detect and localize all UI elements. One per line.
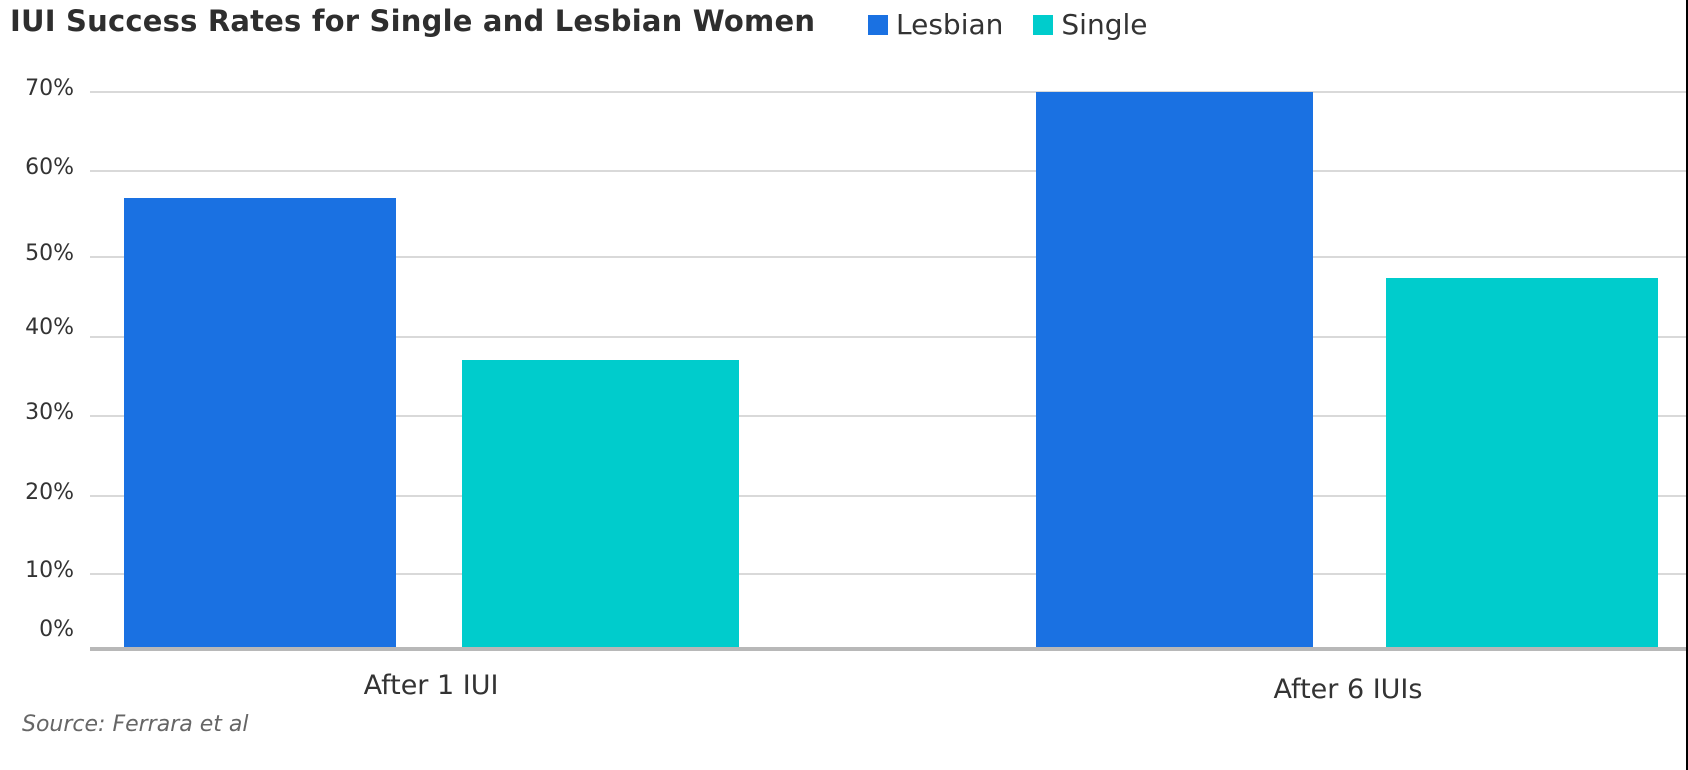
gridline-60 [90, 170, 1688, 172]
xlabel-after-1-iui: After 1 IUI [363, 670, 499, 701]
gridline-70 [90, 91, 1688, 93]
gridline-40 [90, 336, 1688, 338]
ytick-20: 20% [25, 480, 74, 505]
bar-single-after-1-iui [462, 360, 739, 648]
gridline-10 [90, 573, 1688, 575]
bar-lesbian-after-1-iui [124, 198, 396, 648]
legend-swatch-single-icon [1033, 14, 1054, 35]
ytick-0: 0% [39, 617, 74, 642]
ytick-50: 50% [25, 241, 74, 266]
ytick-10: 10% [25, 558, 74, 583]
ytick-60: 60% [25, 155, 74, 180]
x-axis-baseline [90, 647, 1688, 651]
window-edge [1686, 0, 1688, 770]
ytick-70: 70% [25, 76, 74, 101]
gridline-30 [90, 415, 1688, 417]
bar-single-after-6-iuis [1386, 278, 1658, 648]
ytick-40: 40% [25, 315, 74, 340]
legend-item-single: Single [1033, 8, 1147, 41]
xlabel-after-6-iuis: After 6 IUIs [1273, 674, 1423, 705]
legend-label-single: Single [1061, 8, 1148, 41]
gridline-20 [90, 495, 1688, 497]
ytick-30: 30% [25, 400, 74, 425]
source-note: Source: Ferrara et al [22, 712, 249, 737]
legend-swatch-lesbian-icon [868, 14, 888, 35]
legend-item-lesbian: Lesbian [868, 8, 1003, 41]
legend-label-lesbian: Lesbian [896, 8, 1004, 41]
gridline-50 [90, 256, 1688, 258]
bar-lesbian-after-6-iuis [1036, 92, 1313, 648]
chart-title: IUI Success Rates for Single and Lesbian… [10, 4, 816, 38]
legend: Lesbian Single [868, 8, 1147, 41]
